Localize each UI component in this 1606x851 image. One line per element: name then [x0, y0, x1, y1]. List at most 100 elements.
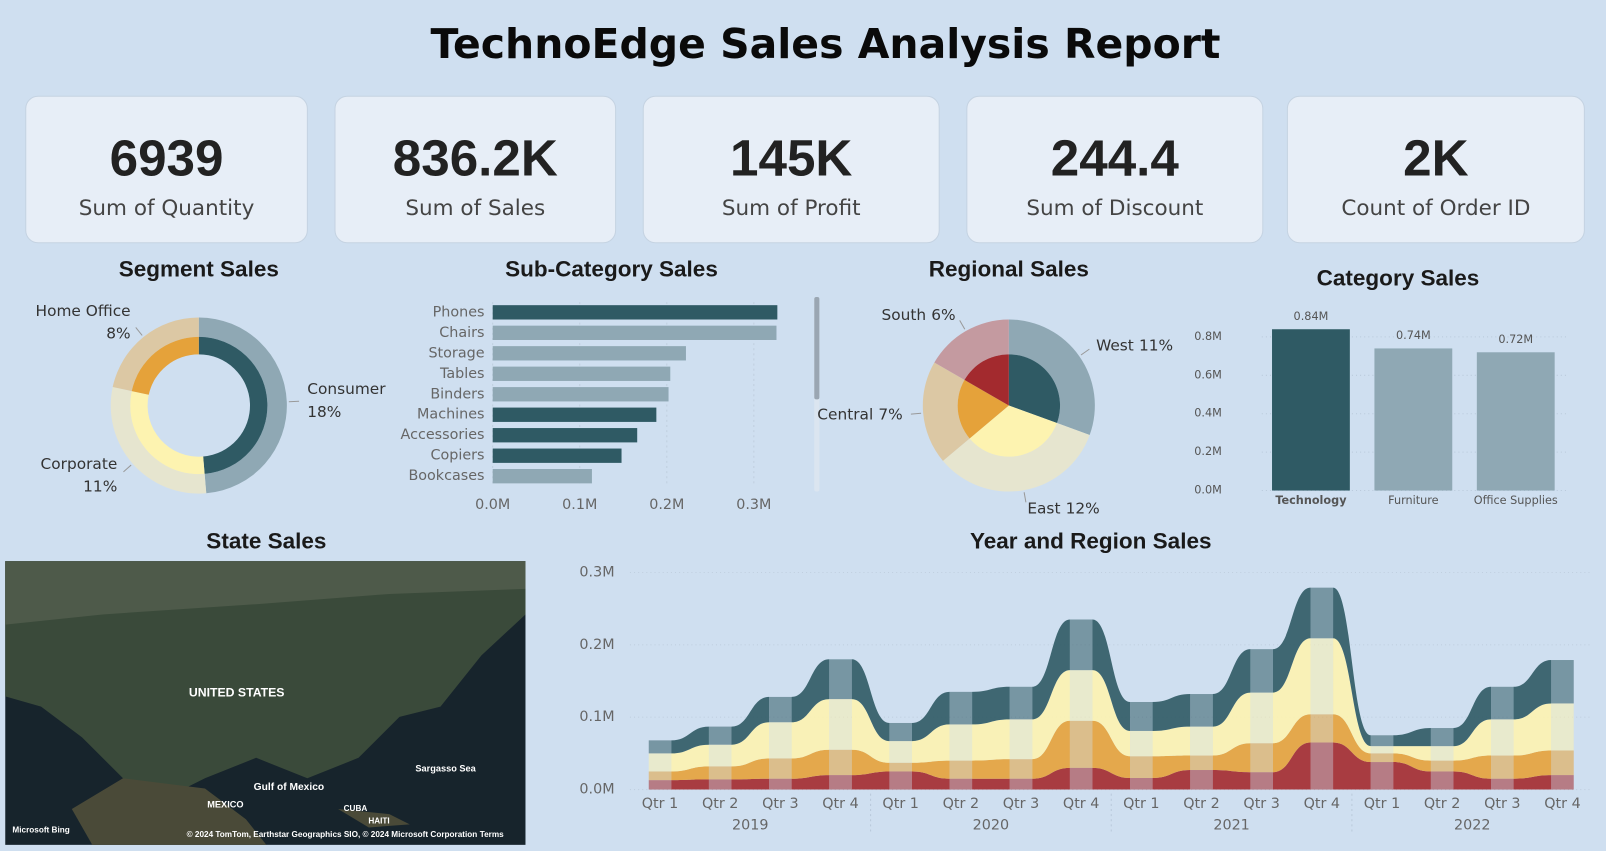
bar [492, 387, 669, 402]
data-label: 18% [307, 403, 341, 421]
bar-segment [1430, 728, 1454, 747]
ribbon [1333, 742, 1371, 790]
bar-segment [949, 778, 973, 790]
ribbon [1272, 587, 1311, 693]
leader-line [123, 464, 132, 473]
ribbon [1393, 753, 1431, 772]
bar-segment [1491, 719, 1514, 756]
data-label: 11% [83, 478, 117, 496]
y-tick-label: Chairs [439, 325, 484, 341]
kpi-value: 2K [1403, 129, 1468, 186]
category-label: Central [817, 405, 873, 423]
data-label: 0.72M [1498, 333, 1533, 346]
category-label: East [1027, 499, 1060, 517]
x-tick-label: Qtr 1 [1364, 796, 1400, 812]
chart-title: Regional Sales [929, 256, 1089, 281]
ribbon [1152, 726, 1191, 757]
x-tick-label: Qtr 4 [1544, 796, 1580, 812]
chart-title: Year and Region Sales [970, 529, 1212, 554]
category-label: Home Office [36, 302, 131, 320]
leader-line [1080, 348, 1090, 356]
ribbon [791, 659, 830, 723]
bar-segment [1250, 649, 1273, 693]
x-tick-label: Qtr 2 [1424, 796, 1460, 812]
map-title: State Sales [206, 529, 326, 554]
ribbon [851, 699, 890, 763]
data-label: South 6% [881, 306, 955, 324]
ribbon [1513, 750, 1552, 779]
bar-segment [1491, 686, 1514, 720]
bar-segment [1250, 692, 1273, 744]
x-group-label: 2021 [1213, 817, 1249, 833]
kpi-label: Sum of Quantity [79, 196, 255, 221]
ribbon [1393, 728, 1431, 747]
x-tick-label: 0.0M [475, 497, 510, 513]
data-label: Central 7% [817, 405, 902, 423]
ribbon [1152, 755, 1191, 778]
bar-segment [829, 659, 852, 700]
bar [492, 407, 657, 422]
y-tick-label: 0.2M [1194, 445, 1222, 458]
kpi-label: Sum of Sales [405, 196, 545, 221]
category-label: Corporate [41, 455, 118, 473]
bar-segment [1069, 720, 1093, 768]
ribbon [1152, 694, 1191, 731]
bar-segment [1009, 686, 1033, 720]
ribbon [1152, 770, 1191, 790]
bar-segment [1250, 772, 1273, 790]
bar-segment [889, 771, 912, 790]
ribbon [1212, 692, 1251, 756]
x-tick-label: Qtr 3 [1484, 796, 1520, 812]
bar-segment [1130, 730, 1153, 757]
bar-segment [1190, 726, 1213, 756]
data-label: 8% [106, 324, 130, 342]
ribbon [671, 744, 709, 772]
bar-segment [1430, 760, 1454, 772]
leader-line [1023, 492, 1027, 503]
bar-segment [1069, 767, 1093, 790]
slice-inner [1008, 354, 1061, 424]
ribbon [1092, 619, 1131, 731]
map-label: Terms [480, 830, 504, 839]
y-tick-label: 0.1M [579, 709, 614, 725]
ribbon [1333, 587, 1371, 747]
bar-segment [1551, 750, 1574, 776]
bar-segment [1190, 770, 1213, 790]
bar-segment [1009, 719, 1033, 760]
y-tick-label: Accessories [401, 427, 485, 443]
category-label: West [1096, 336, 1134, 354]
kpi-card [1286, 95, 1585, 244]
leader-line [135, 327, 143, 336]
ribbon [671, 766, 709, 781]
ribbon [1032, 767, 1070, 790]
map-label: UNITED STATES [189, 686, 285, 700]
x-group-label: 2022 [1454, 817, 1490, 833]
bar-segment [1069, 670, 1093, 721]
bar-segment [1491, 755, 1514, 779]
bar-segment [1130, 701, 1153, 731]
y-tick-label: 0.4M [1194, 407, 1222, 420]
map-land [5, 561, 526, 799]
y-tick-label: 0.0M [579, 782, 614, 798]
y-tick-label: 0.2M [579, 637, 614, 653]
value-label: 12% [1066, 499, 1100, 517]
bar-segment [1551, 775, 1574, 790]
ribbon [911, 760, 950, 779]
bar-segment [1370, 746, 1394, 754]
bar-segment [1190, 755, 1213, 771]
kpi-label: Sum of Profit [722, 196, 861, 221]
ribbon [1453, 686, 1492, 747]
x-tick-label: Qtr 1 [642, 796, 678, 812]
ribbon [911, 771, 950, 790]
x-tick-label: Qtr 4 [1304, 796, 1340, 812]
slice-inner [957, 379, 1009, 439]
bar-segment [769, 758, 792, 779]
y-tick-label: Phones [433, 304, 485, 320]
chart-title: Sub-Category Sales [505, 256, 718, 281]
ribbon [1453, 719, 1492, 761]
bar [1374, 348, 1453, 491]
ribbon [791, 699, 830, 759]
ribbon [791, 775, 830, 790]
map-label: Gulf of Mexico [254, 782, 325, 793]
map-label: HAITI [368, 816, 389, 825]
